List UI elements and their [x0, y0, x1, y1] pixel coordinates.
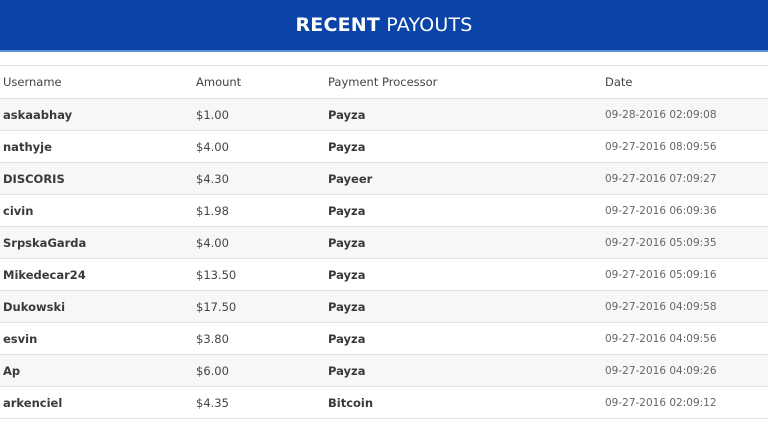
- username-cell: Ap: [0, 354, 193, 387]
- table-row: SrpskaGarda $4.00 Payza 09-27-2016 05:09:35: [0, 226, 768, 259]
- date-cell: 09-27-2016 05:09:16: [602, 258, 768, 291]
- date-cell: 09-27-2016 05:09:35: [602, 226, 768, 259]
- amount-cell: $3.80: [193, 322, 325, 355]
- processor-cell: Payeer: [325, 162, 602, 195]
- amount-cell: $4.30: [193, 162, 325, 195]
- table-row: askaabhay $1.00 Payza 09-28-2016 02:09:08: [0, 98, 768, 131]
- table-row: Mikedecar24 $13.50 Payza 09-27-2016 05:09:1…: [0, 258, 768, 291]
- processor-cell: Payza: [325, 226, 602, 259]
- username-cell: esvin: [0, 322, 193, 355]
- page-title: RECENT PAYOUTS: [0, 0, 768, 52]
- processor-cell: Payza: [325, 354, 602, 387]
- date-cell: 09-27-2016 08:09:56: [602, 130, 768, 163]
- amount-cell: $1.00: [193, 98, 325, 131]
- table-row: Dukowski $17.50 Payza 09-27-2016 04:09:58: [0, 290, 768, 323]
- header-row: Username Amount Payment Processor Date: [0, 66, 768, 99]
- amount-cell: $4.00: [193, 130, 325, 163]
- date-cell: 09-27-2016 04:09:56: [602, 322, 768, 355]
- username-cell: arkenciel: [0, 386, 193, 419]
- table-row: civin $1.98 Payza 09-27-2016 06:09:36: [0, 194, 768, 227]
- date-cell: 09-27-2016 02:09:12: [602, 386, 768, 419]
- amount-cell: $4.35: [193, 386, 325, 419]
- table-row: arkenciel $4.35 Bitcoin 09-27-2016 02:09:12: [0, 386, 768, 419]
- processor-cell: Bitcoin: [325, 386, 602, 419]
- date-cell: 09-27-2016 04:09:26: [602, 354, 768, 387]
- title-bold: RECENT: [295, 14, 381, 36]
- amount-cell: $4.00: [193, 226, 325, 259]
- amount-cell: $6.00: [193, 354, 325, 387]
- table-row: DISCORIS $4.30 Payeer 09-27-2016 07:09:27: [0, 162, 768, 195]
- table-row: nathyje $4.00 Payza 09-27-2016 08:09:56: [0, 130, 768, 163]
- table-row: esvin $3.80 Payza 09-27-2016 04:09:56: [0, 322, 768, 355]
- username-cell: nathyje: [0, 130, 193, 163]
- column-header-date: Date: [602, 66, 768, 99]
- processor-cell: Payza: [325, 130, 602, 163]
- username-cell: DISCORIS: [0, 162, 193, 195]
- username-cell: SrpskaGarda: [0, 226, 193, 259]
- date-cell: 09-28-2016 02:09:08: [602, 98, 768, 131]
- date-cell: 09-27-2016 06:09:36: [602, 194, 768, 227]
- processor-cell: Payza: [325, 98, 602, 131]
- processor-cell: Payza: [325, 290, 602, 323]
- divider: [0, 52, 768, 66]
- username-cell: Mikedecar24: [0, 258, 193, 291]
- table-row: Ap $6.00 Payza 09-27-2016 04:09:26: [0, 354, 768, 387]
- processor-cell: Payza: [325, 322, 602, 355]
- processor-cell: Payza: [325, 258, 602, 291]
- column-header-username: Username: [0, 66, 193, 99]
- date-cell: 09-27-2016 07:09:27: [602, 162, 768, 195]
- username-cell: askaabhay: [0, 98, 193, 131]
- amount-cell: $1.98: [193, 194, 325, 227]
- payouts-table: Username Amount Payment Processor Date a…: [0, 66, 768, 419]
- column-header-amount: Amount: [193, 66, 325, 99]
- column-header-processor: Payment Processor: [325, 66, 602, 99]
- amount-cell: $17.50: [193, 290, 325, 323]
- processor-cell: Payza: [325, 194, 602, 227]
- username-cell: civin: [0, 194, 193, 227]
- username-cell: Dukowski: [0, 290, 193, 323]
- date-cell: 09-27-2016 04:09:58: [602, 290, 768, 323]
- amount-cell: $13.50: [193, 258, 325, 291]
- title-rest: PAYOUTS: [386, 14, 473, 36]
